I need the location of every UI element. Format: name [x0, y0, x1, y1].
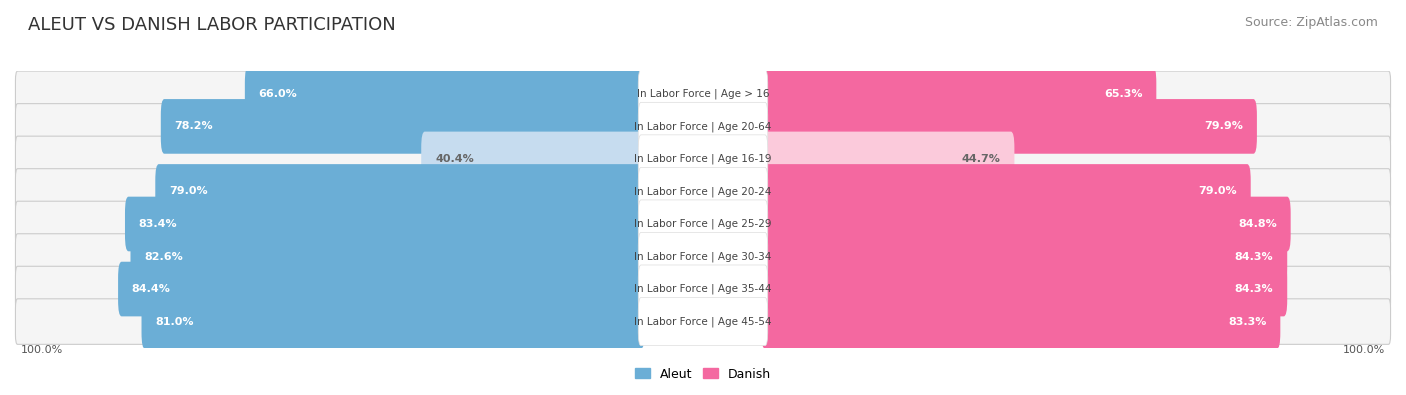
Text: In Labor Force | Age 35-44: In Labor Force | Age 35-44 [634, 284, 772, 294]
FancyBboxPatch shape [762, 99, 1257, 154]
FancyBboxPatch shape [155, 164, 644, 219]
FancyBboxPatch shape [638, 200, 768, 248]
FancyBboxPatch shape [142, 294, 644, 349]
Text: 78.2%: 78.2% [174, 121, 214, 132]
FancyBboxPatch shape [638, 135, 768, 183]
FancyBboxPatch shape [638, 265, 768, 313]
FancyBboxPatch shape [422, 132, 644, 186]
FancyBboxPatch shape [15, 136, 1391, 182]
Text: 79.0%: 79.0% [1198, 186, 1237, 196]
FancyBboxPatch shape [245, 66, 644, 121]
Text: 40.4%: 40.4% [434, 154, 474, 164]
FancyBboxPatch shape [15, 266, 1391, 312]
FancyBboxPatch shape [15, 201, 1391, 247]
FancyBboxPatch shape [15, 71, 1391, 117]
Text: 84.4%: 84.4% [132, 284, 170, 294]
Text: In Labor Force | Age 20-64: In Labor Force | Age 20-64 [634, 121, 772, 132]
Text: ALEUT VS DANISH LABOR PARTICIPATION: ALEUT VS DANISH LABOR PARTICIPATION [28, 16, 396, 34]
Text: 83.3%: 83.3% [1229, 316, 1267, 327]
FancyBboxPatch shape [762, 294, 1281, 349]
Text: In Labor Force | Age 20-24: In Labor Force | Age 20-24 [634, 186, 772, 197]
Text: 84.3%: 84.3% [1234, 284, 1274, 294]
FancyBboxPatch shape [160, 99, 644, 154]
Text: 100.0%: 100.0% [1343, 345, 1385, 355]
FancyBboxPatch shape [131, 229, 644, 284]
FancyBboxPatch shape [762, 197, 1291, 251]
FancyBboxPatch shape [638, 102, 768, 150]
Text: In Labor Force | Age 30-34: In Labor Force | Age 30-34 [634, 251, 772, 262]
FancyBboxPatch shape [638, 232, 768, 280]
Legend: Aleut, Danish: Aleut, Danish [630, 363, 776, 386]
FancyBboxPatch shape [638, 167, 768, 216]
Text: In Labor Force | Age 25-29: In Labor Force | Age 25-29 [634, 219, 772, 229]
FancyBboxPatch shape [762, 262, 1288, 316]
FancyBboxPatch shape [15, 299, 1391, 344]
FancyBboxPatch shape [15, 169, 1391, 214]
Text: In Labor Force | Age 45-54: In Labor Force | Age 45-54 [634, 316, 772, 327]
FancyBboxPatch shape [118, 262, 644, 316]
Text: 100.0%: 100.0% [21, 345, 63, 355]
Text: 84.3%: 84.3% [1234, 252, 1274, 261]
Text: 66.0%: 66.0% [259, 89, 298, 99]
FancyBboxPatch shape [125, 197, 644, 251]
FancyBboxPatch shape [762, 66, 1156, 121]
Text: 44.7%: 44.7% [962, 154, 1001, 164]
Text: 83.4%: 83.4% [139, 219, 177, 229]
FancyBboxPatch shape [15, 103, 1391, 149]
Text: 65.3%: 65.3% [1104, 89, 1143, 99]
Text: 79.9%: 79.9% [1205, 121, 1243, 132]
Text: In Labor Force | Age > 16: In Labor Force | Age > 16 [637, 88, 769, 99]
Text: Source: ZipAtlas.com: Source: ZipAtlas.com [1244, 16, 1378, 29]
FancyBboxPatch shape [15, 234, 1391, 279]
Text: 84.8%: 84.8% [1239, 219, 1277, 229]
Text: 81.0%: 81.0% [155, 316, 194, 327]
FancyBboxPatch shape [638, 297, 768, 346]
FancyBboxPatch shape [638, 70, 768, 118]
FancyBboxPatch shape [762, 164, 1251, 219]
FancyBboxPatch shape [762, 132, 1014, 186]
Text: In Labor Force | Age 16-19: In Labor Force | Age 16-19 [634, 154, 772, 164]
FancyBboxPatch shape [762, 229, 1288, 284]
Text: 79.0%: 79.0% [169, 186, 208, 196]
Text: 82.6%: 82.6% [145, 252, 183, 261]
